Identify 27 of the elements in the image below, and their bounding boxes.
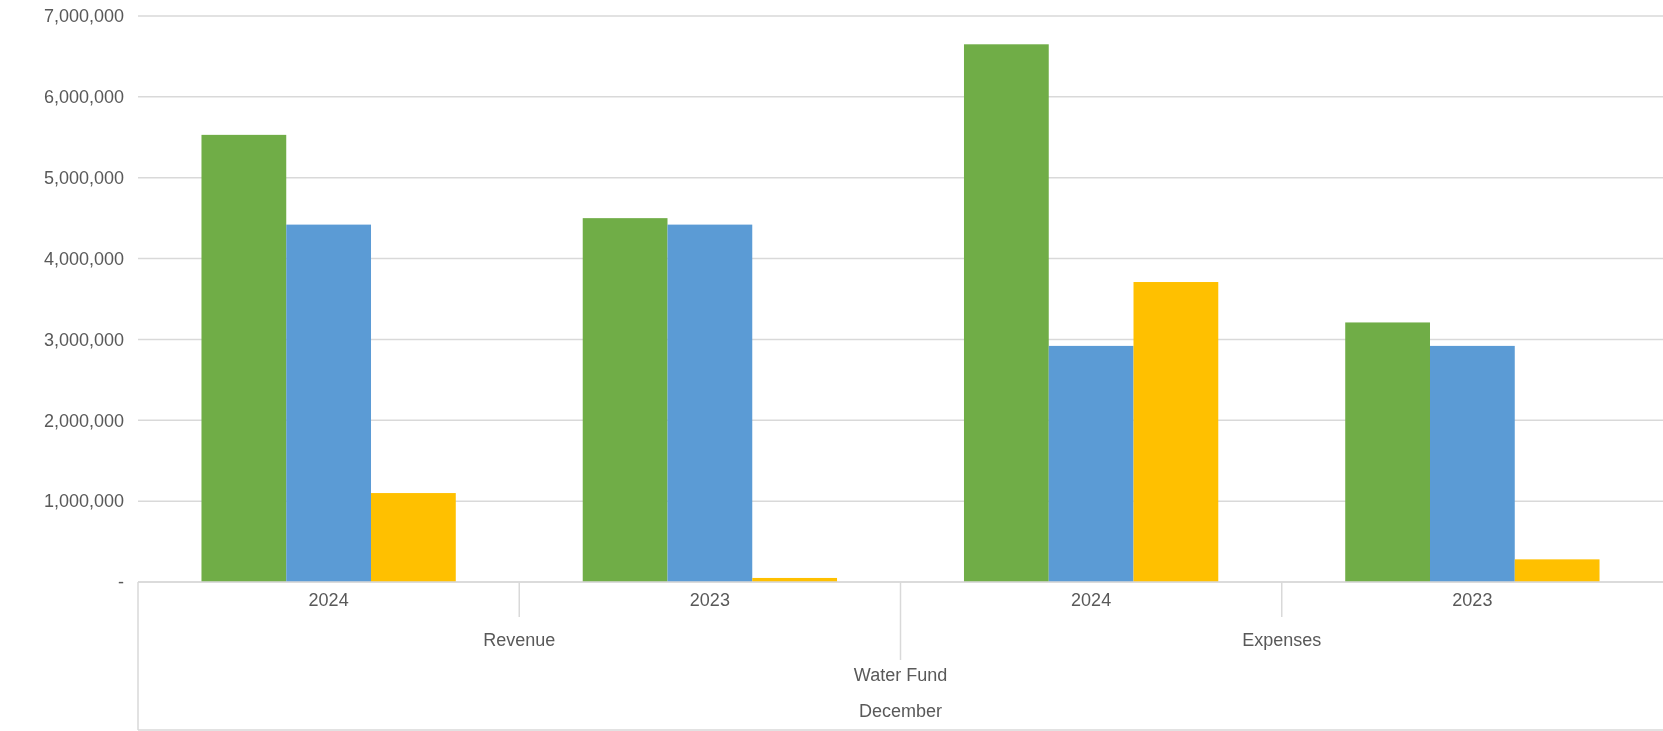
x-tick-label: 2023 xyxy=(1452,590,1493,611)
x-tick-label: 2024 xyxy=(308,590,349,611)
text: Revenue xyxy=(483,630,556,651)
y-tick-label: 7,000,000 xyxy=(43,6,124,27)
text: Water Fund xyxy=(853,665,948,686)
bar xyxy=(667,224,753,582)
y-tick-label: - xyxy=(118,572,124,593)
bar xyxy=(582,218,668,582)
bar xyxy=(1429,345,1515,582)
y-tick-label: 2,000,000 xyxy=(43,410,124,431)
bar xyxy=(1133,282,1219,582)
y-tick-label: 1,000,000 xyxy=(43,491,124,512)
bar xyxy=(286,224,372,582)
bar xyxy=(1048,345,1134,582)
bar xyxy=(371,493,456,582)
x-tick-label: 2023 xyxy=(689,590,730,611)
text: Expenses xyxy=(1242,630,1322,651)
x-tick-label: 2024 xyxy=(1071,590,1112,611)
bar xyxy=(963,44,1049,582)
y-tick-label: 5,000,000 xyxy=(43,168,124,189)
bar xyxy=(1514,559,1600,582)
bar xyxy=(1345,322,1430,582)
bar xyxy=(201,134,287,582)
y-tick-label: 6,000,000 xyxy=(43,87,124,108)
text: December xyxy=(858,701,943,722)
y-tick-label: 3,000,000 xyxy=(43,329,124,350)
y-tick-label: 4,000,000 xyxy=(43,248,124,269)
